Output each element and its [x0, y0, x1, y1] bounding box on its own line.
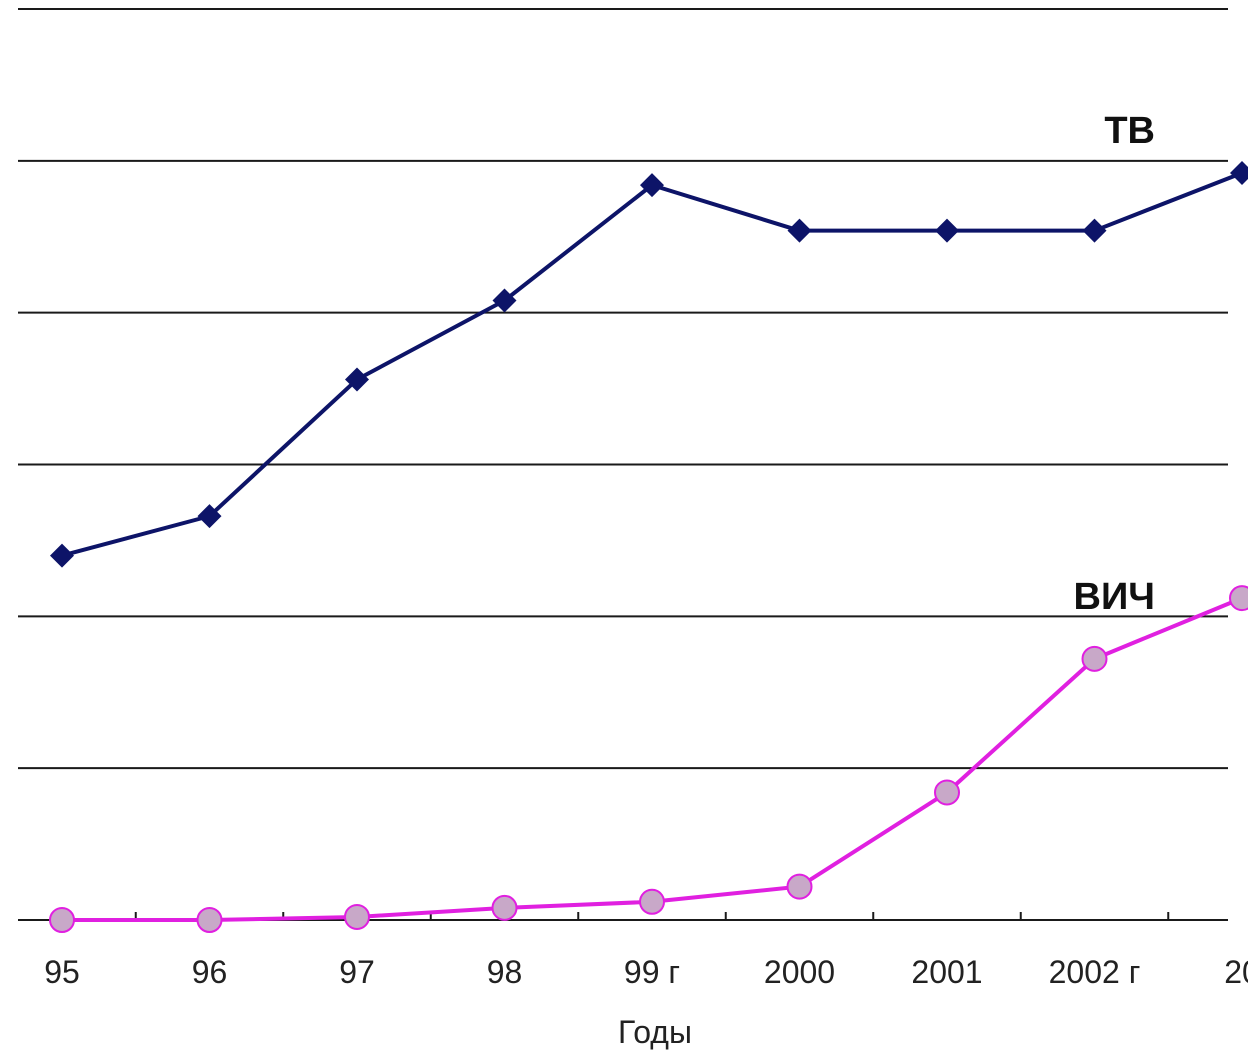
series-line-hiv [62, 598, 1242, 920]
data-point-hiv [198, 908, 222, 932]
x-tick-label: 20 [1224, 954, 1248, 990]
x-tick-label: 95 [44, 954, 80, 990]
series-markers [50, 161, 1248, 932]
x-axis-title: Годы [618, 1014, 692, 1050]
series-label-hiv: ВИЧ [1074, 576, 1155, 618]
x-tick-label: 99 г [624, 954, 680, 990]
data-point-tv [1083, 219, 1107, 243]
x-tick-labels: 95 96 97 98 99 г 2000 2001 2002 г 20 [44, 954, 1248, 990]
data-point-hiv [1230, 586, 1248, 610]
data-point-tv [50, 544, 74, 568]
data-point-hiv [935, 780, 959, 804]
x-tick-label: 2000 [764, 954, 835, 990]
x-tick-label: 2002 г [1049, 954, 1141, 990]
data-point-hiv [345, 905, 369, 929]
data-point-tv [935, 219, 959, 243]
data-point-hiv [1083, 647, 1107, 671]
series-lines [62, 173, 1242, 920]
data-point-hiv [640, 890, 664, 914]
x-tick-label: 2001 [911, 954, 982, 990]
data-point-hiv [788, 875, 812, 899]
series-line-tv [62, 173, 1242, 556]
gridlines [18, 9, 1228, 920]
data-point-tv [788, 219, 812, 243]
series-label-tv: ТВ [1104, 110, 1155, 152]
x-tick-label: 98 [487, 954, 523, 990]
x-tick-label: 96 [192, 954, 228, 990]
data-point-hiv [493, 896, 517, 920]
data-point-hiv [50, 908, 74, 932]
data-point-tv [1230, 161, 1248, 185]
x-tick-label: 97 [339, 954, 375, 990]
